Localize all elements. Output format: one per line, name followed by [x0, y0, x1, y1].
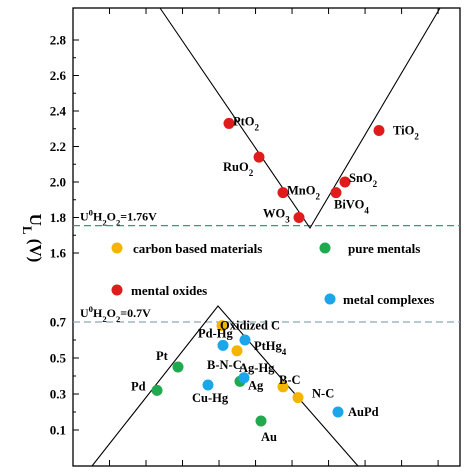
data-point-label: Pt — [156, 349, 169, 363]
data-point — [253, 151, 265, 163]
data-point — [255, 415, 267, 427]
data-point — [217, 339, 229, 351]
y-tick-label: 0.7 — [50, 315, 67, 330]
data-point — [292, 392, 304, 404]
data-point-label: Au — [261, 430, 277, 444]
legend-marker — [319, 242, 331, 254]
legend-label: metal complexes — [343, 292, 434, 307]
data-point-label: B-N-C — [207, 358, 242, 372]
data-point-label: Cu-Hg — [192, 391, 229, 405]
legend: carbon based materials pure mentals mental… — [111, 241, 434, 307]
data-point — [172, 361, 184, 373]
data-point — [238, 372, 250, 384]
volcano-line-upper — [159, 7, 441, 230]
data-point-label: Ag-Hg — [239, 361, 275, 375]
y-tick-label: 2.6 — [50, 68, 67, 83]
plot-frame — [72, 7, 461, 467]
data-point-label: PtHg4 — [254, 339, 287, 357]
y-tick-label: 2.2 — [50, 139, 66, 154]
data-point — [277, 187, 289, 199]
y-tick-label: 2.4 — [50, 104, 67, 119]
legend-label: carbon based materials — [133, 241, 262, 256]
legend-label: mental oxides — [131, 283, 207, 298]
volcano-line-lower — [91, 305, 359, 467]
plot-border — [72, 7, 461, 467]
data-point-label: MnO2 — [287, 184, 320, 202]
y-tick-label: 0.5 — [50, 351, 67, 366]
data-point-label: B-C — [279, 373, 301, 387]
data-point-label: AuPd — [348, 405, 379, 419]
data-point — [277, 381, 289, 393]
data-point-label: PtO2 — [233, 114, 260, 132]
legend-marker — [111, 242, 123, 254]
data-points: PtO2 RuO2 MnO2 WO3 TiO2 SnO2 BiVO4 Oxidized C B-… — [131, 114, 419, 444]
legend-marker — [324, 293, 336, 305]
legend-marker — [111, 284, 123, 296]
y-axis-title: UL (V) — [20, 214, 45, 263]
data-point-label: RuO2 — [223, 160, 254, 178]
data-point-label: TiO2 — [393, 124, 419, 142]
y-tick-label: 2.8 — [50, 33, 67, 48]
data-point — [332, 406, 344, 418]
data-point-label: WO3 — [263, 207, 290, 225]
y-tick-label: 0.3 — [50, 387, 67, 402]
reference-line-label: U0H2O2=0.7V — [80, 304, 151, 324]
data-point-label: Oxidized C — [220, 319, 280, 333]
data-point — [151, 384, 163, 396]
volcano-lines — [91, 7, 441, 467]
axis-ticks: 2.8 2.6 2.4 2.2 2.0 1.8 1.6 0.7 0.5 0.3 0.1 — [50, 8, 439, 466]
data-point-label: N-C — [312, 387, 334, 401]
legend-label: pure mentals — [348, 241, 420, 256]
data-point-label: BiVO4 — [334, 198, 369, 216]
y-tick-label: 2.0 — [50, 175, 66, 190]
data-point-label: Pd-Hg — [198, 326, 233, 340]
data-point — [231, 345, 243, 357]
y-tick-label: 0.1 — [50, 423, 66, 438]
data-point-label: Pd — [131, 379, 146, 393]
y-tick-label: 1.6 — [50, 246, 67, 261]
data-point — [293, 212, 305, 223]
data-point — [330, 187, 342, 199]
data-point — [223, 117, 235, 129]
data-point-label: Ag — [248, 378, 264, 392]
reference-lines: U0H2O2=1.76V U0H2O2=0.7V — [73, 208, 460, 324]
data-point — [216, 320, 228, 332]
y-tick-label: 1.8 — [50, 210, 67, 225]
y-axis-label: UL (V) — [20, 214, 45, 263]
data-point — [202, 379, 214, 391]
data-point — [239, 334, 251, 346]
data-point — [339, 176, 351, 188]
data-point-label: SnO2 — [349, 171, 378, 189]
reference-line-label: U0H2O2=1.76V — [80, 208, 157, 228]
data-point — [373, 125, 385, 137]
